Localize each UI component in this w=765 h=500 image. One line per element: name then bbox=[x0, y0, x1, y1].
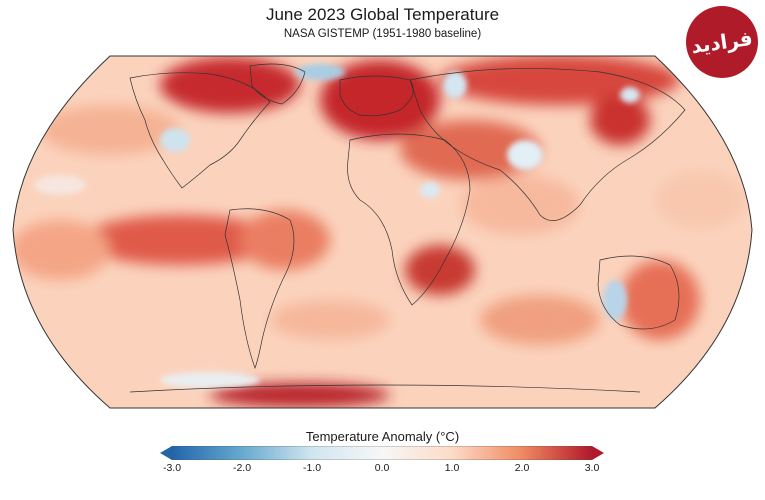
tick-label: 1.0 bbox=[444, 462, 460, 474]
south-america-coast bbox=[224, 208, 295, 370]
temperature-anomaly-map bbox=[12, 55, 753, 409]
greenland-coast bbox=[249, 63, 306, 105]
tick-label: -1.0 bbox=[302, 462, 322, 474]
coastlines bbox=[129, 63, 686, 393]
colorbar-right-arrow bbox=[592, 446, 604, 460]
colorbar-gradient bbox=[171, 446, 593, 460]
colorbar-left-arrow bbox=[160, 446, 172, 460]
asia-coast bbox=[409, 68, 686, 221]
legend-title: Temperature Anomaly (°C) bbox=[305, 429, 460, 444]
tick-label: 0.0 bbox=[374, 462, 390, 474]
tick-label: -3.0 bbox=[162, 462, 182, 474]
tick-label: -2.0 bbox=[232, 462, 252, 474]
map-title: June 2023 Global Temperature bbox=[265, 5, 500, 24]
tick-label: 2.0 bbox=[514, 462, 530, 474]
africa-coast bbox=[347, 133, 471, 306]
antarctica-coast bbox=[129, 384, 641, 393]
globe-outline bbox=[12, 55, 753, 409]
europe-coast bbox=[339, 75, 414, 117]
colorbar bbox=[160, 446, 604, 460]
australia-coast bbox=[597, 255, 680, 330]
north-america-coast bbox=[129, 72, 271, 189]
faradeed-logo: فرادید bbox=[686, 6, 758, 78]
anomaly-field bbox=[13, 56, 752, 408]
tick-label: 3.0 bbox=[584, 462, 600, 474]
map-subtitle: NASA GISTEMP (1951-1980 baseline) bbox=[283, 28, 482, 40]
